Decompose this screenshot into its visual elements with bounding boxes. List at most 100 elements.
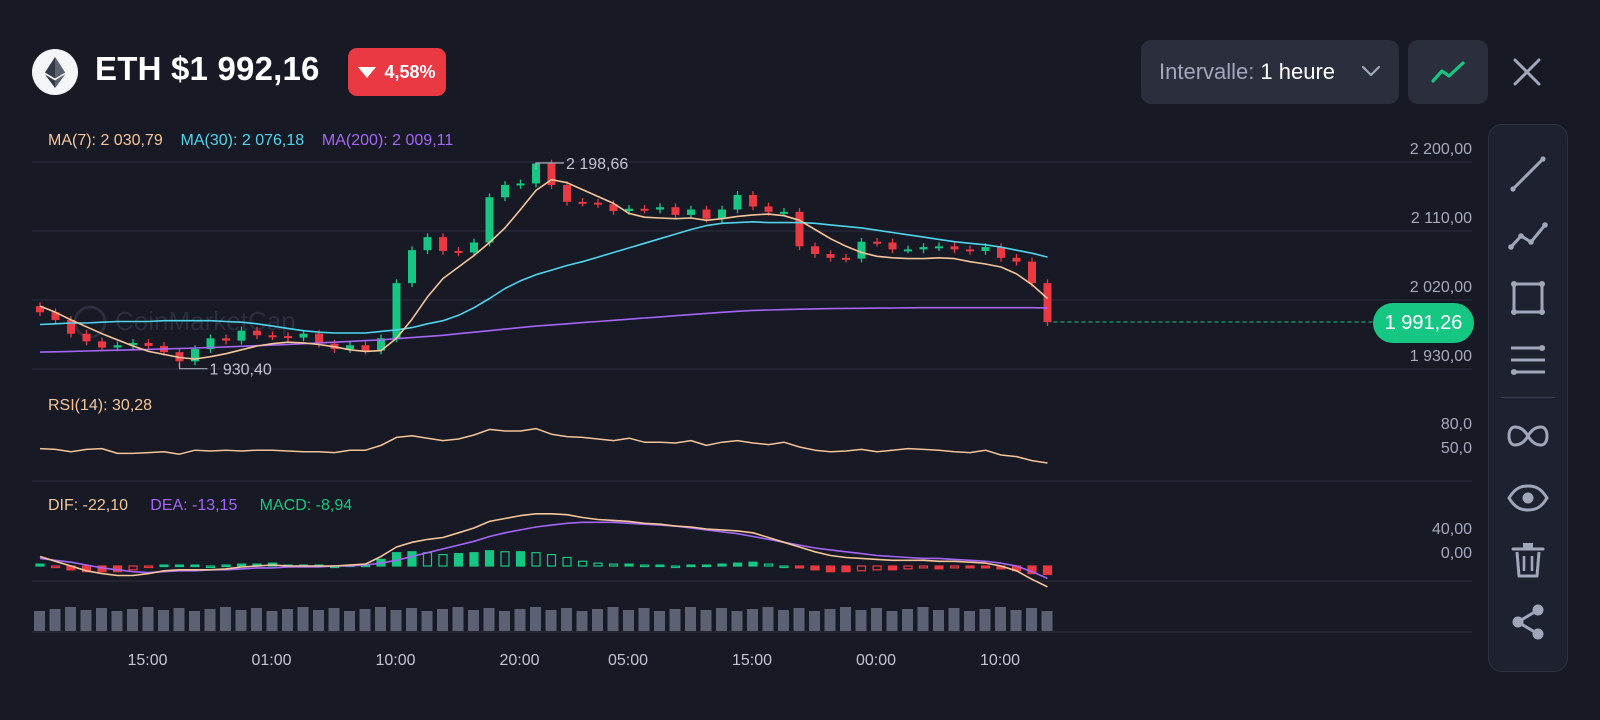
candle-body bbox=[981, 247, 990, 251]
macd-histogram-bar bbox=[128, 565, 138, 571]
candle-body bbox=[1012, 257, 1021, 262]
candle-body bbox=[516, 183, 525, 186]
magnet-tool[interactable] bbox=[1489, 409, 1567, 463]
candle-body bbox=[392, 283, 401, 339]
candle-body bbox=[749, 194, 757, 207]
price-axis-label: 2 110,00 bbox=[1411, 210, 1472, 227]
share-tool[interactable] bbox=[1489, 595, 1567, 649]
candle-body bbox=[98, 341, 106, 348]
time-axis-label: 20:00 bbox=[499, 652, 539, 669]
volume-bar bbox=[886, 611, 898, 631]
macd-histogram-bar bbox=[236, 563, 247, 567]
volume-bar bbox=[65, 607, 76, 631]
macd-histogram-bar bbox=[484, 550, 495, 567]
volume-bar bbox=[793, 608, 805, 631]
price-axis-label: 2 200,00 bbox=[1410, 141, 1472, 158]
macd-histogram-bar bbox=[841, 565, 851, 573]
volume-bar bbox=[421, 611, 433, 631]
volume-bar bbox=[235, 610, 247, 631]
low-label: 1 930,40 bbox=[210, 362, 272, 379]
close-button[interactable] bbox=[1505, 50, 1549, 94]
candle-body bbox=[206, 338, 215, 350]
macd-histogram-bar bbox=[1042, 565, 1053, 576]
polyline-tool[interactable] bbox=[1489, 209, 1567, 263]
infinity-icon bbox=[1507, 425, 1549, 447]
time-axis-label: 05:00 bbox=[608, 652, 648, 669]
volume-bar bbox=[359, 609, 371, 631]
volume-bar bbox=[499, 611, 510, 631]
volume-bar bbox=[483, 608, 495, 631]
delete-tool[interactable] bbox=[1489, 533, 1567, 587]
macd-histogram-bar bbox=[856, 565, 867, 572]
volume-bar bbox=[700, 610, 712, 631]
volume-bar bbox=[220, 607, 231, 631]
macd-histogram-bar bbox=[949, 565, 960, 569]
volume-bar bbox=[1041, 611, 1053, 631]
rectangle-tool[interactable] bbox=[1489, 271, 1567, 325]
eye-icon bbox=[1507, 484, 1549, 512]
candle-body bbox=[51, 312, 60, 320]
candle-body bbox=[377, 338, 385, 351]
macd-histogram-bar bbox=[794, 565, 805, 569]
macd-histogram-bar bbox=[159, 564, 169, 568]
volume-bar bbox=[607, 607, 619, 631]
visibility-tool[interactable] bbox=[1489, 471, 1567, 525]
macd-histogram-bar bbox=[872, 565, 882, 571]
macd-histogram-bar bbox=[593, 562, 603, 567]
time-axis-label: 15:00 bbox=[732, 652, 772, 669]
volume-bar bbox=[251, 608, 262, 631]
interval-dropdown[interactable]: Intervalle: 1 heure bbox=[1141, 40, 1399, 104]
candle-body bbox=[299, 333, 308, 338]
volume-bar bbox=[623, 610, 634, 631]
rsi-line bbox=[39, 427, 1048, 464]
chart-type-button[interactable] bbox=[1408, 40, 1488, 104]
volume-bar bbox=[964, 611, 975, 631]
line-chart-icon bbox=[1431, 61, 1465, 83]
candle-body bbox=[237, 330, 246, 341]
volume-bar bbox=[452, 607, 464, 631]
time-axis-label: 15:00 bbox=[127, 652, 167, 669]
interval-value: 1 heure bbox=[1260, 59, 1336, 84]
macd-histogram-bar bbox=[174, 564, 185, 568]
macd-histogram-bar bbox=[701, 564, 712, 568]
time-axis-label: 10:00 bbox=[980, 652, 1020, 669]
macd-histogram-bar bbox=[732, 562, 743, 567]
volume-bar bbox=[313, 610, 324, 631]
parallel-lines-tool[interactable] bbox=[1489, 333, 1567, 387]
candle-body bbox=[795, 211, 804, 247]
volume-bar bbox=[189, 611, 200, 631]
macd-histogram-bar bbox=[515, 551, 526, 567]
volume-bar bbox=[514, 609, 526, 631]
volume-bar bbox=[111, 611, 123, 631]
macd-histogram-bar bbox=[469, 552, 479, 567]
parallel-lines-icon bbox=[1511, 345, 1545, 375]
candle-body bbox=[687, 209, 695, 215]
macd-histogram-bar bbox=[670, 565, 681, 569]
chevron-down-icon bbox=[1361, 65, 1381, 77]
volume-bar bbox=[173, 608, 185, 631]
macd-histogram-bar bbox=[748, 561, 758, 567]
candle-body bbox=[346, 345, 354, 350]
volume-bar bbox=[266, 611, 278, 631]
macd-histogram-bar bbox=[35, 563, 45, 567]
macd-histogram-bar bbox=[190, 564, 200, 568]
volume-bar bbox=[297, 607, 309, 631]
volume-bar bbox=[576, 611, 588, 631]
volume-bar bbox=[49, 609, 61, 631]
volume-bar bbox=[654, 611, 665, 631]
candle-body bbox=[842, 257, 850, 260]
macd-histogram-bar bbox=[810, 565, 820, 571]
macd-histogram-bar bbox=[608, 563, 619, 567]
dif-legend: DIF: -22,10 bbox=[48, 497, 129, 514]
trend-line-tool[interactable] bbox=[1489, 147, 1567, 201]
volume-bar bbox=[685, 607, 696, 631]
candle-body bbox=[563, 185, 571, 202]
candle-body bbox=[423, 237, 432, 251]
macd-value-legend: MACD: -8,94 bbox=[259, 497, 353, 514]
candle-body bbox=[873, 241, 881, 244]
candle-body bbox=[997, 247, 1005, 258]
dea-legend: DEA: -13,15 bbox=[150, 497, 238, 514]
ma200-legend: MA(200): 2 009,11 bbox=[321, 132, 454, 149]
macd-histogram-bar bbox=[143, 565, 154, 569]
